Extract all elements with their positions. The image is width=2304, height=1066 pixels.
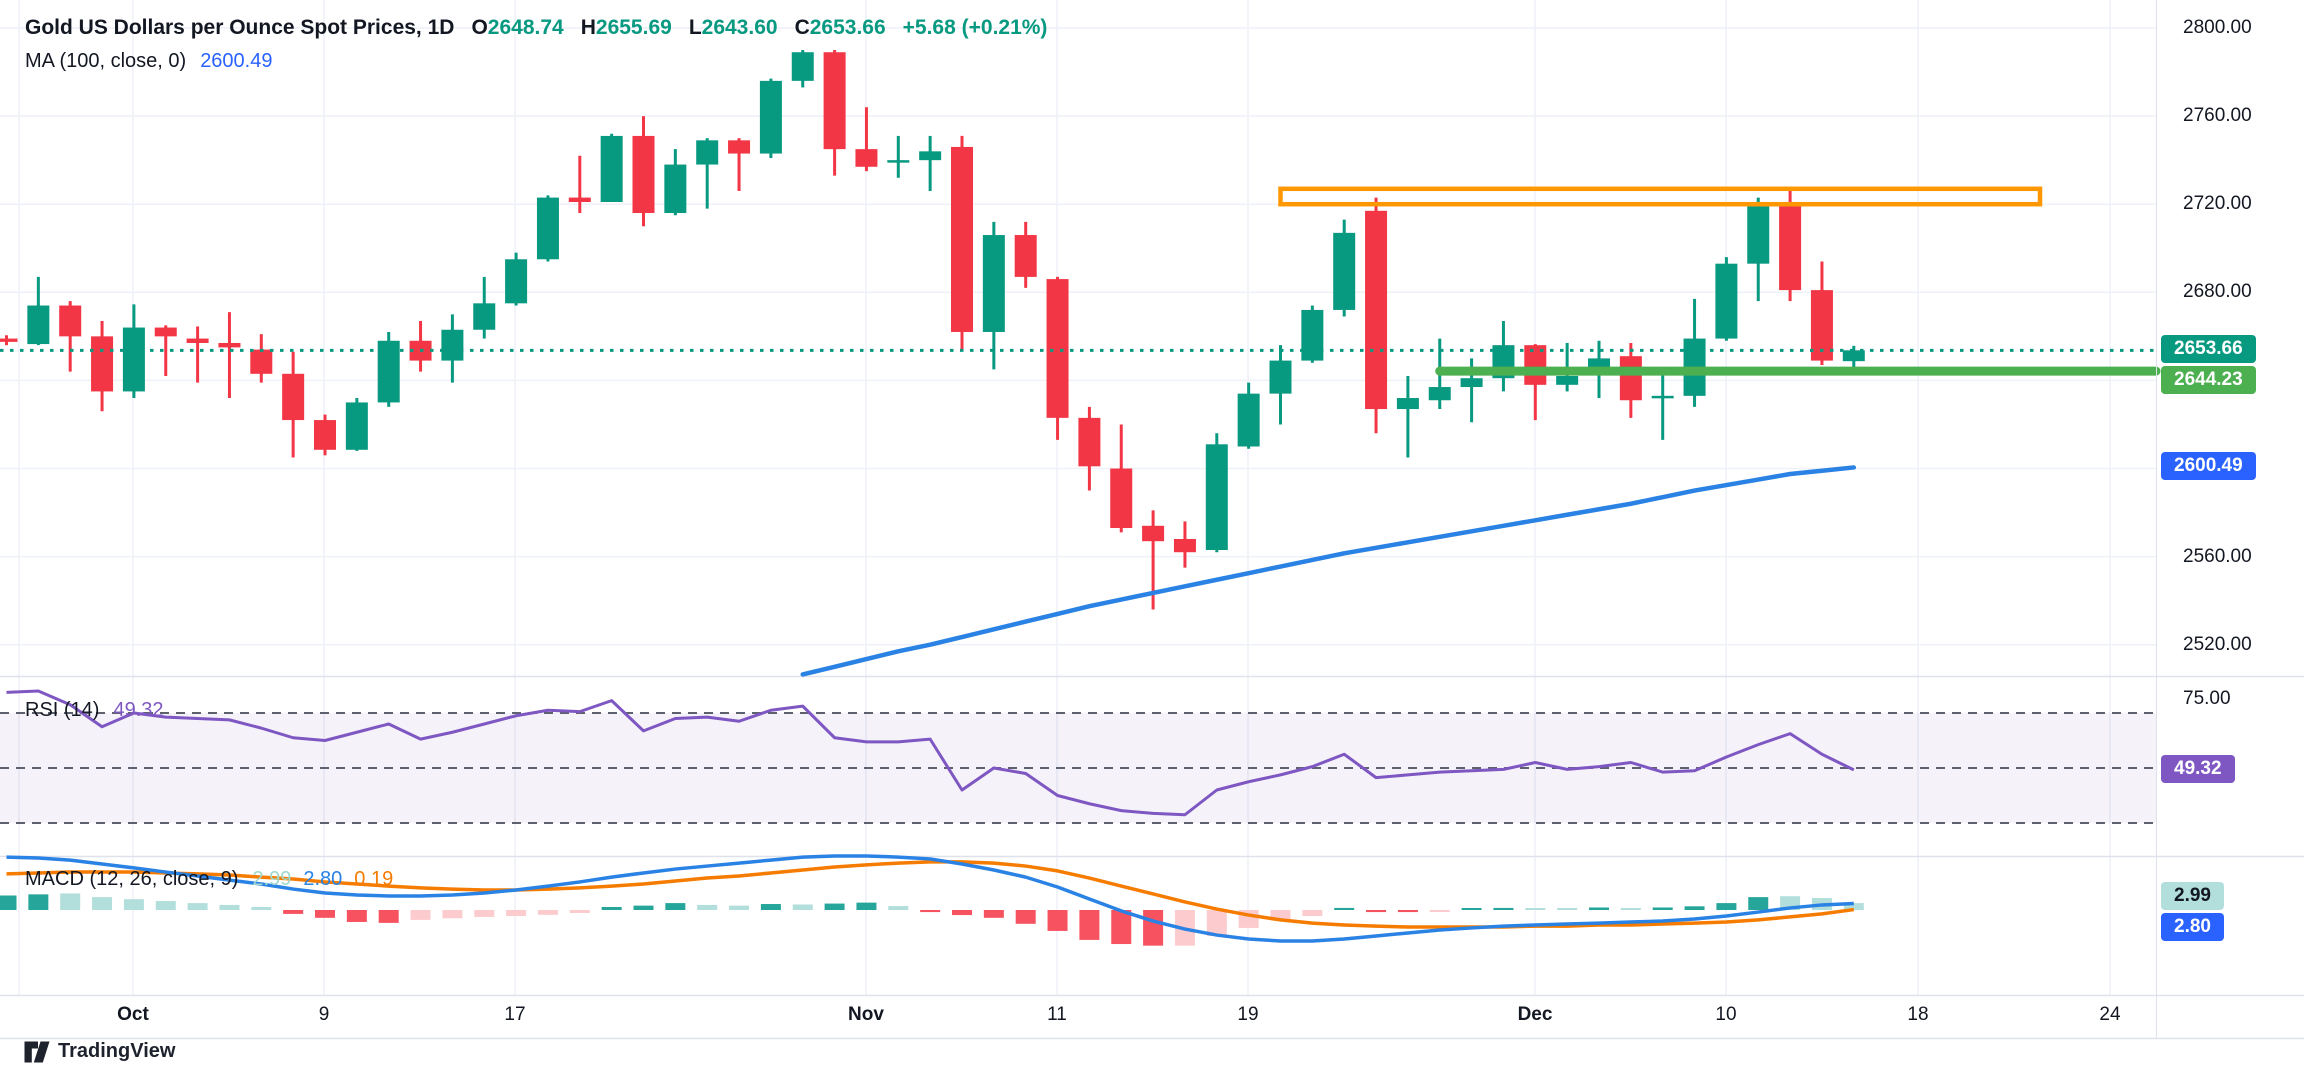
- ohlc-low: L2643.60: [688, 16, 778, 39]
- change-value: +5.68 (+0.21%): [902, 16, 1048, 39]
- close-price-badge: 2653.66: [2161, 335, 2256, 364]
- time-tick-label: 11: [1047, 1004, 1067, 1025]
- time-tick-label: 9: [318, 1004, 330, 1025]
- macd-hist-badge: 2.99: [2161, 882, 2224, 910]
- macd-hist-value: 2.99: [252, 868, 292, 890]
- time-tick-label: 18: [1907, 1004, 1929, 1025]
- price-tick-label: 2800.00: [2183, 17, 2252, 38]
- macd-line-badge: 2.80: [2161, 913, 2224, 941]
- ohlc-close: C2653.66: [794, 16, 886, 39]
- main-legend[interactable]: Gold US Dollars per Ounce Spot Prices, 1…: [25, 16, 1047, 40]
- price-tick-label: 2520.00: [2183, 633, 2252, 655]
- support-level-badge: 2644.23: [2161, 366, 2256, 395]
- rsi-legend[interactable]: RSI (14) 49.32: [25, 699, 164, 722]
- ma-value-badge: 2600.49: [2161, 452, 2256, 481]
- rsi-title: RSI (14): [25, 699, 100, 721]
- ohlc-open: O2648.74: [471, 16, 564, 39]
- time-axis[interactable]: Oct 9 17 Nov 11 19 Dec 10 18 24: [0, 996, 2304, 1038]
- rsi-value-badge: 49.32: [2161, 754, 2235, 783]
- macd-title: MACD (12, 26, close, 9): [25, 868, 239, 890]
- rsi-tick-label: 75.00: [2183, 688, 2231, 710]
- time-tick-label: Oct: [117, 1004, 149, 1025]
- tradingview-glyph-icon: [24, 1041, 50, 1062]
- close-value: 2653.66: [809, 16, 886, 39]
- price-axis[interactable]: 2800.00 2760.00 2720.00 2680.00 2560.00 2520.…: [2156, 0, 2304, 1038]
- macd-signal-value: 0.19: [354, 868, 394, 890]
- price-tick-label: 2680.00: [2183, 281, 2252, 303]
- macd-line-value: 2.80: [303, 868, 343, 890]
- time-tick-label: Nov: [848, 1004, 884, 1025]
- price-tick-label: 2720.00: [2183, 193, 2252, 215]
- open-value: 2648.74: [487, 16, 564, 39]
- high-value: 2655.69: [595, 16, 672, 39]
- price-tick-label: 2560.00: [2183, 545, 2252, 567]
- price-tick-label: 2760.00: [2183, 105, 2252, 127]
- time-tick-label: 17: [504, 1004, 526, 1025]
- rsi-value: 49.32: [113, 699, 164, 721]
- ma-title: MA (100, close, 0): [25, 50, 187, 72]
- time-tick-label: 24: [2099, 1004, 2121, 1025]
- macd-legend[interactable]: MACD (12, 26, close, 9) 2.99 2.80 0.19: [25, 868, 393, 891]
- time-tick-label: 10: [1715, 1004, 1737, 1025]
- ohlc-high: H2655.69: [580, 16, 672, 39]
- tradingview-logo[interactable]: TradingView: [24, 1040, 175, 1063]
- ma-value: 2600.49: [200, 50, 273, 72]
- symbol-title: Gold US Dollars per Ounce Spot Prices, 1…: [25, 16, 455, 39]
- time-tick-label: Dec: [1517, 1004, 1553, 1025]
- time-tick-label: 19: [1237, 1004, 1259, 1025]
- brand-text: TradingView: [58, 1040, 176, 1062]
- ma-legend[interactable]: MA (100, close, 0) 2600.49: [25, 50, 272, 73]
- low-value: 2643.60: [701, 16, 778, 39]
